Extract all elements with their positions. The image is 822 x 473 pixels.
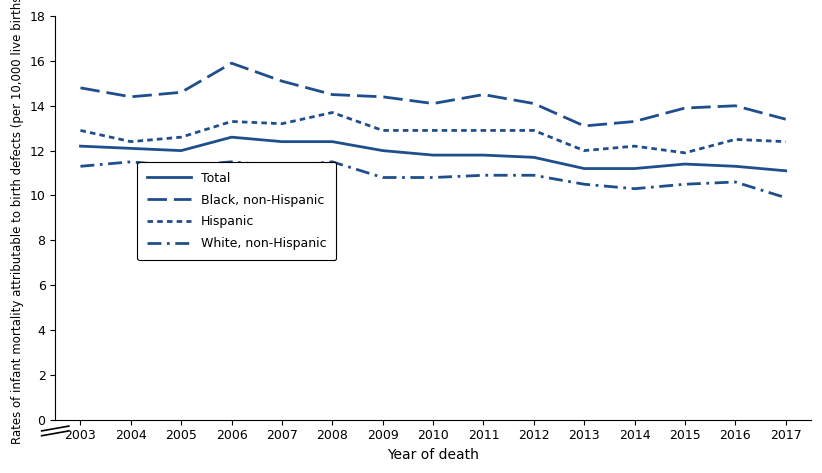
Y-axis label: Rates of infant mortality attributable to birth defects (per 10,000 live births): Rates of infant mortality attributable t… bbox=[12, 0, 24, 444]
X-axis label: Year of death: Year of death bbox=[387, 448, 479, 462]
Legend: Total, Black, non-Hispanic, Hispanic, White, non-Hispanic: Total, Black, non-Hispanic, Hispanic, Wh… bbox=[137, 162, 336, 260]
